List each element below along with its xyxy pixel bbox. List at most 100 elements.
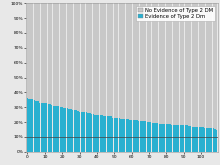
Bar [79,3,80,112]
Bar [190,3,191,126]
Bar [51,105,53,152]
Bar [136,3,138,120]
Bar [82,3,84,112]
Bar [183,3,185,125]
Bar [42,103,44,152]
Bar [176,125,178,152]
Bar [174,3,176,125]
Bar [145,3,146,121]
Bar [84,112,86,152]
Bar [86,112,87,152]
Bar [155,3,157,123]
Bar [84,3,86,112]
Bar [192,127,193,152]
Bar [187,125,188,152]
Bar [93,3,94,114]
Bar [41,103,42,152]
Bar [169,124,170,152]
Bar [143,121,145,152]
Bar [209,128,211,152]
Bar [39,3,40,103]
Bar [202,3,204,128]
Bar [49,104,51,152]
Bar [133,120,134,152]
Bar [202,128,204,152]
Bar [96,3,98,115]
Bar [152,3,153,123]
Bar [157,3,158,123]
Bar [145,121,146,152]
Bar [107,3,108,116]
Bar [199,3,200,127]
Bar [207,3,209,128]
Bar [127,119,129,152]
Bar [119,118,120,152]
Bar [141,121,143,152]
Bar [79,112,80,152]
Bar [60,3,61,107]
Bar [34,3,35,99]
Bar [56,3,58,106]
Bar [178,125,179,152]
Bar [216,130,218,152]
Bar [160,3,162,124]
Bar [63,3,65,108]
Bar [140,121,141,152]
Bar [155,123,157,152]
Bar [70,110,72,152]
Bar [140,3,141,121]
Bar [72,110,73,152]
Bar [195,3,197,127]
Bar [115,117,117,152]
Bar [30,99,32,152]
Bar [131,120,132,152]
Bar [115,3,117,117]
Bar [188,3,190,126]
Bar [101,115,103,152]
Bar [94,115,96,152]
Bar [143,3,145,121]
Bar [89,113,91,152]
Bar [213,3,214,128]
Bar [147,3,148,122]
Bar [98,115,99,152]
Bar [138,3,139,121]
Bar [68,109,70,152]
Bar [150,3,152,122]
Bar [34,99,35,152]
Bar [152,123,153,152]
Bar [173,3,174,125]
Bar [154,123,155,152]
Bar [67,3,68,108]
Bar [154,3,155,123]
Bar [183,125,185,152]
Bar [138,121,139,152]
Bar [98,3,99,115]
Bar [67,108,68,152]
Bar [41,3,42,103]
Bar [48,104,49,152]
Bar [124,119,125,152]
Bar [77,111,79,152]
Bar [35,3,37,101]
Bar [211,128,212,152]
Bar [30,3,32,99]
Bar [108,3,110,116]
Bar [103,115,104,152]
Bar [200,3,202,127]
Bar [32,99,33,152]
Bar [213,128,214,152]
Bar [206,128,207,152]
Bar [117,118,119,152]
Bar [114,3,115,117]
Bar [159,124,160,152]
Bar [214,3,216,129]
Bar [207,128,209,152]
Bar [148,122,150,152]
Bar [187,3,188,125]
Bar [55,3,56,106]
Bar [75,3,77,110]
Bar [169,3,170,124]
Bar [91,114,92,152]
Bar [157,123,158,152]
